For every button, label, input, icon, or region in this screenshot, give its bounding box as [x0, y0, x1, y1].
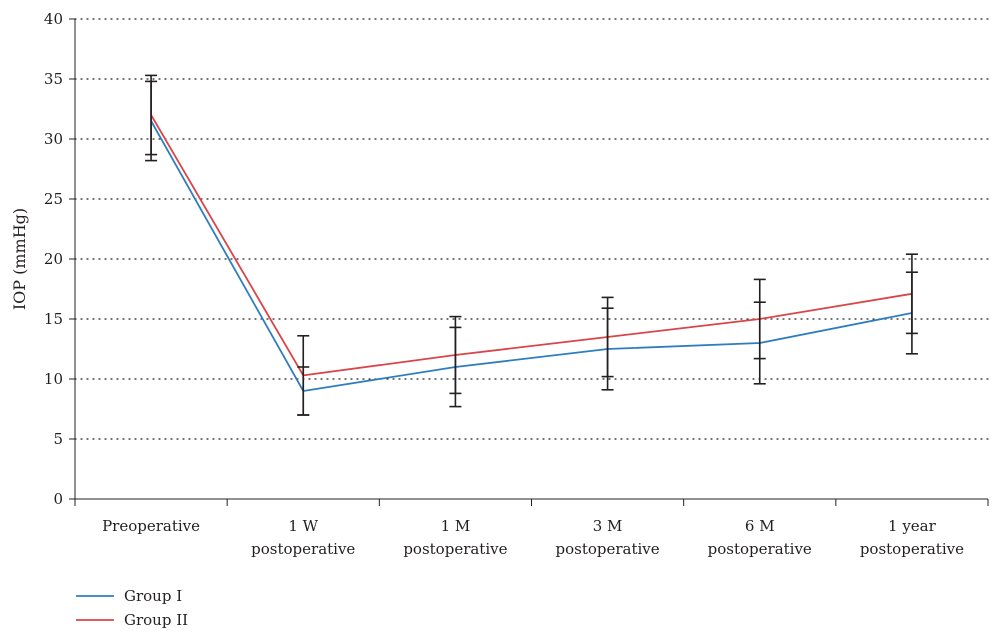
error-bar-s2-4	[753, 278, 766, 360]
error-bar-s2-1	[297, 334, 310, 416]
x-tick-label-3: 3 M postoperative	[555, 517, 659, 558]
y-tick-label-15: 15	[44, 310, 63, 328]
x-tick-label-line: postoperative	[708, 540, 812, 558]
series-lines	[150, 114, 913, 392]
x-tick-labels: Preoperative 1 W postoperative 1 M postopera…	[102, 517, 964, 558]
y-tick-label-0: 0	[53, 490, 63, 508]
x-tick-label-5: 1 year postoperative	[860, 517, 964, 558]
x-tick-label-line: Preoperative	[102, 517, 200, 535]
x-tick-label-line: postoperative	[555, 540, 659, 558]
x-tick-label-line: 3 M	[593, 517, 623, 535]
y-tick-label-30: 30	[44, 130, 63, 148]
x-tick-label-line: postoperative	[860, 540, 964, 558]
legend: Group I Group II	[76, 587, 188, 629]
error-bar-s2-3	[601, 296, 614, 378]
x-tick-label-line: 1 year	[888, 517, 937, 535]
axes	[69, 18, 989, 506]
y-tick-label-20: 20	[44, 250, 63, 268]
y-axis-label: IOP (mmHg)	[10, 208, 29, 310]
x-tick-label-line: 6 M	[745, 517, 775, 535]
error-bar-s2-5	[905, 253, 918, 335]
series-line-2	[150, 114, 913, 377]
error-bars	[145, 74, 918, 416]
grid-lines	[74, 18, 989, 440]
y-tick-label-5: 5	[53, 430, 63, 448]
x-tick-label-1: 1 W postoperative	[251, 517, 355, 558]
x-tick-label-4: 6 M postoperative	[708, 517, 812, 558]
error-bar-s2-2	[449, 315, 462, 395]
x-tick-label-line: 1 W	[288, 517, 318, 535]
error-bar-s2-0	[145, 74, 158, 156]
y-tick-label-35: 35	[44, 70, 63, 88]
legend-label-1: Group I	[124, 587, 182, 605]
x-tick-label-0: Preoperative	[102, 517, 200, 535]
y-tick-label-40: 40	[44, 10, 63, 28]
y-tick-labels: 0 5 10 15 20 25 30 35 40	[44, 10, 63, 508]
x-tick-label-line: postoperative	[251, 540, 355, 558]
x-tick-label-line: postoperative	[403, 540, 507, 558]
y-tick-label-10: 10	[44, 370, 63, 388]
series-line-1	[150, 120, 913, 392]
y-tick-label-25: 25	[44, 190, 63, 208]
legend-label-2: Group II	[124, 611, 188, 629]
x-tick-label-line: 1 M	[441, 517, 471, 535]
x-tick-label-2: 1 M postoperative	[403, 517, 507, 558]
